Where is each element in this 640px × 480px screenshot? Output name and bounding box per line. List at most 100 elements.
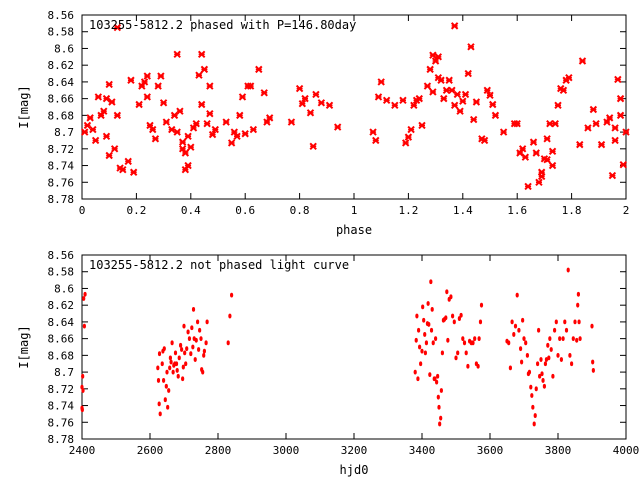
unphased-data-point bbox=[201, 369, 205, 375]
phased-data-point bbox=[129, 168, 138, 176]
phased-data-point bbox=[317, 99, 326, 107]
unphased-data-point bbox=[590, 323, 594, 329]
phased-data-point bbox=[548, 147, 557, 156]
phased-data-point bbox=[86, 114, 94, 122]
unphased-data-point bbox=[81, 373, 85, 379]
unphased-data-point bbox=[175, 368, 179, 373]
phased-data-point bbox=[238, 93, 247, 101]
phased-data-point bbox=[372, 136, 380, 145]
phased-data-point bbox=[143, 93, 151, 101]
unphased-y-tick-label: 8.7 bbox=[54, 366, 74, 379]
phased-data-point bbox=[154, 82, 162, 90]
unphased-data-point bbox=[563, 319, 567, 325]
unphased-data-point bbox=[456, 350, 460, 356]
phased-data-point bbox=[105, 151, 113, 160]
phased-data-point bbox=[222, 118, 230, 126]
phased-data-point bbox=[265, 114, 274, 122]
phased-data-point bbox=[429, 51, 437, 59]
phased-data-point bbox=[518, 145, 527, 153]
unphased-data-point bbox=[513, 323, 518, 329]
phased-data-point bbox=[89, 125, 97, 134]
phased-data-point bbox=[480, 136, 489, 145]
unphased-light-curve-panel: 2400 2600 2800 3000 3200 3400 3600 3800 4000 8.56… bbox=[17, 249, 639, 477]
unphased-data-point bbox=[158, 411, 162, 417]
unphased-data-point bbox=[566, 267, 570, 273]
unphased-data-point bbox=[164, 383, 168, 389]
phased-data-point bbox=[197, 100, 206, 109]
unphased-data-point bbox=[542, 383, 547, 389]
phased-y-tick-label: 8.64 bbox=[48, 76, 75, 89]
phased-data-point bbox=[608, 171, 617, 180]
phased-data-point bbox=[399, 96, 407, 105]
phased-data-point bbox=[445, 76, 453, 84]
phased-data-point bbox=[551, 120, 559, 128]
unphased-data-point bbox=[591, 368, 595, 373]
unphased-data-point bbox=[83, 291, 87, 297]
phased-data-point bbox=[249, 125, 258, 134]
phased-data-point bbox=[532, 149, 540, 157]
unphased-data-point bbox=[454, 355, 458, 361]
phased-y-tick-label: 8.66 bbox=[48, 93, 75, 106]
unphased-data-point bbox=[571, 336, 575, 342]
unphased-data-point bbox=[431, 340, 435, 346]
unphased-data-point bbox=[166, 404, 170, 410]
phased-data-point bbox=[429, 88, 437, 96]
unphased-data-point bbox=[423, 350, 427, 356]
unphased-data-point bbox=[160, 361, 164, 367]
unphased-data-point bbox=[445, 289, 449, 295]
phased-x-tick-label: 0.6 bbox=[235, 204, 255, 217]
unphased-data-point bbox=[573, 319, 577, 325]
phased-data-point bbox=[426, 65, 434, 74]
phased-data-point bbox=[184, 132, 192, 140]
phased-y-tick-label: 8.78 bbox=[48, 193, 75, 206]
phased-data-point bbox=[159, 99, 168, 107]
unphased-data-point bbox=[507, 340, 511, 346]
unphased-y-tick-label: 8.78 bbox=[48, 433, 75, 446]
unphased-data-point bbox=[436, 373, 440, 379]
phased-data-point bbox=[616, 111, 625, 120]
phased-data-point bbox=[592, 120, 600, 128]
phased-data-point bbox=[415, 94, 423, 103]
phased-data-point bbox=[295, 84, 304, 93]
phased-data-point bbox=[146, 121, 154, 130]
phased-data-point bbox=[306, 109, 315, 117]
unphased-data-point bbox=[82, 296, 86, 301]
unphased-data-point bbox=[185, 346, 189, 352]
unphased-data-point bbox=[437, 404, 441, 410]
unphased-data-point bbox=[515, 292, 519, 298]
unphased-data-point bbox=[162, 346, 166, 352]
unphased-data-point bbox=[415, 313, 419, 319]
phased-data-point bbox=[616, 94, 625, 103]
unphased-data-point bbox=[537, 327, 541, 333]
unphased-data-point bbox=[446, 337, 450, 343]
unphased-data-point bbox=[171, 369, 175, 375]
unphased-data-point bbox=[508, 365, 512, 371]
unphased-data-point bbox=[157, 351, 162, 357]
phased-data-point bbox=[521, 153, 530, 161]
unphased-data-point bbox=[436, 394, 440, 400]
unphased-data-point bbox=[174, 361, 179, 367]
unphased-data-point bbox=[461, 336, 465, 342]
phased-data-point bbox=[124, 157, 132, 166]
unphased-data-point bbox=[439, 388, 443, 393]
phased-data-point bbox=[236, 111, 244, 120]
unphased-data-point bbox=[191, 344, 195, 350]
unphased-chart-title: 103255-5812.2 not phased light curve bbox=[89, 258, 349, 272]
unphased-data-point bbox=[570, 361, 574, 367]
unphased-data-point bbox=[451, 313, 455, 319]
unphased-data-point bbox=[228, 313, 232, 319]
unphased-data-point bbox=[156, 365, 160, 371]
phased-data-point bbox=[554, 101, 562, 110]
phased-y-tick-label: 8.74 bbox=[48, 160, 75, 173]
unphased-data-point bbox=[473, 336, 477, 342]
phased-data-point bbox=[543, 155, 551, 164]
unphased-data-point bbox=[533, 413, 537, 418]
phased-data-point bbox=[431, 57, 440, 65]
unphased-data-point bbox=[517, 327, 521, 333]
unphased-data-point bbox=[165, 369, 169, 375]
unphased-data-point bbox=[179, 342, 183, 348]
unphased-y-tick-label: 8.62 bbox=[48, 299, 75, 312]
unphased-data-point bbox=[575, 337, 579, 343]
phased-data-point bbox=[543, 135, 551, 143]
unphased-data-point bbox=[559, 357, 564, 362]
